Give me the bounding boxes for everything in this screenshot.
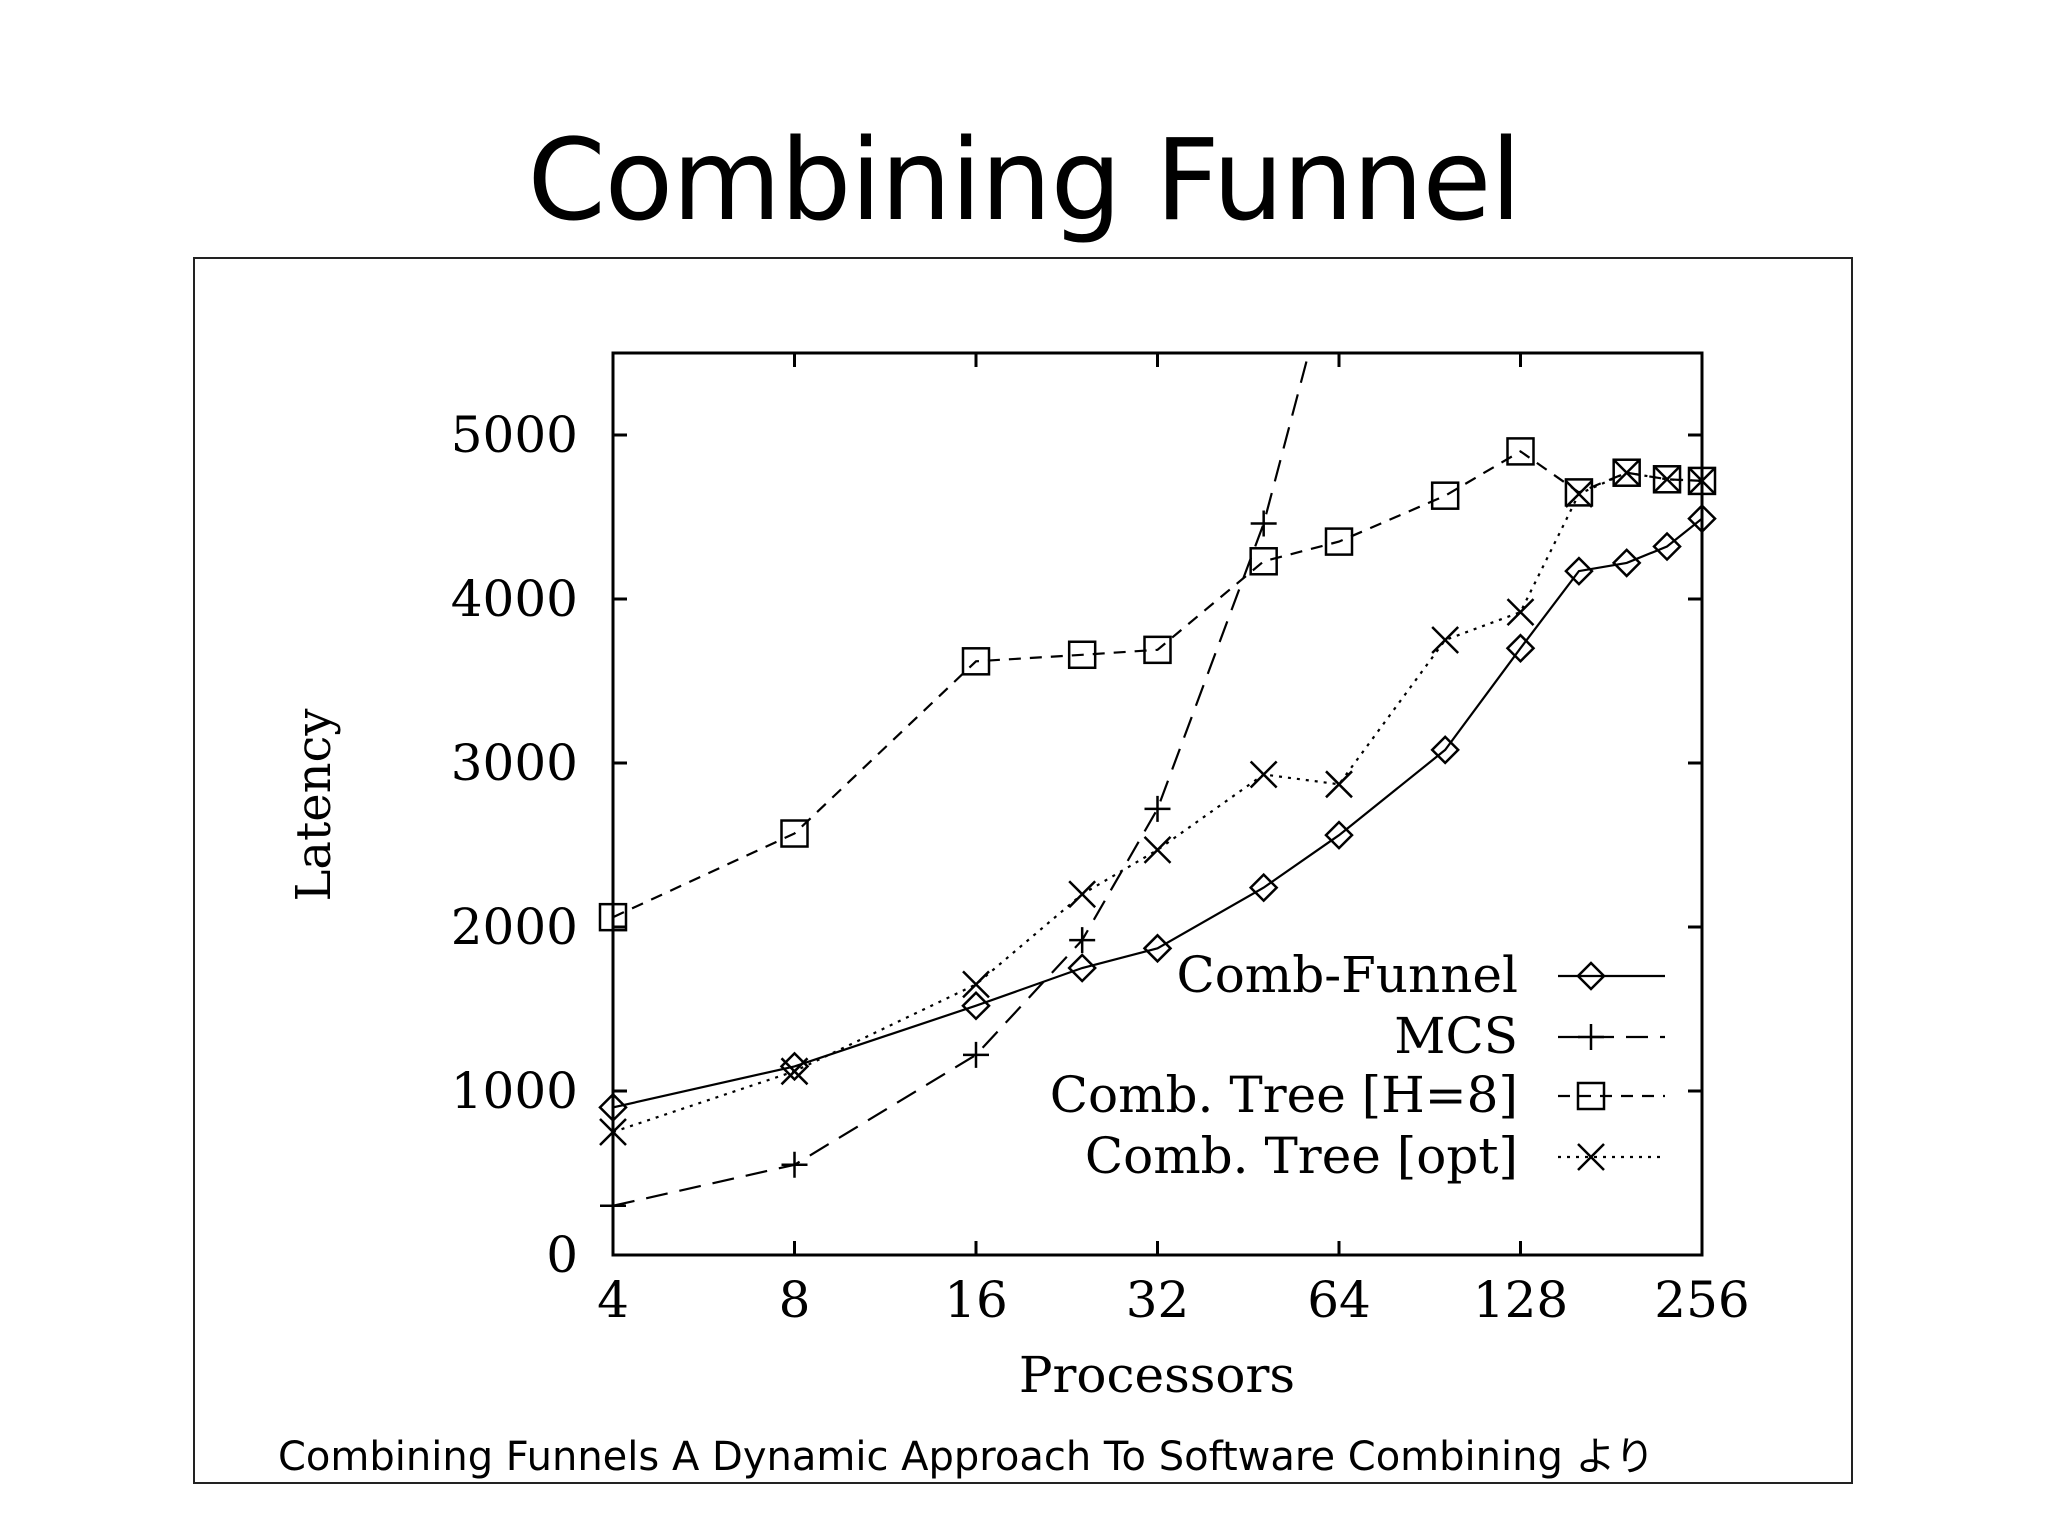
data-point xyxy=(1067,640,1097,670)
y-tick-label: 4000 xyxy=(451,570,578,628)
data-point xyxy=(1564,556,1594,586)
x-tick-label: 8 xyxy=(779,1271,811,1329)
data-point xyxy=(1324,527,1354,556)
data-point xyxy=(1143,635,1172,665)
x-tick-label: 128 xyxy=(1473,1271,1568,1329)
data-point xyxy=(1652,531,1682,562)
data-point xyxy=(600,1192,626,1219)
data-point xyxy=(1324,820,1354,850)
data-point xyxy=(1505,633,1536,663)
x-tick-label: 32 xyxy=(1126,1271,1190,1329)
data-point xyxy=(1612,458,1641,487)
series-layer xyxy=(598,353,1717,1219)
figure-frame xyxy=(193,257,1853,1484)
y-tick-label: 2000 xyxy=(451,898,578,956)
series-comb-tree-opt xyxy=(599,458,1716,1146)
x-tick-label: 256 xyxy=(1654,1271,1749,1329)
data-point xyxy=(1430,735,1460,765)
y-tick-label: 3000 xyxy=(451,734,578,792)
figure-caption: Combining Funnels A Dynamic Approach To … xyxy=(278,1434,1655,1480)
data-point xyxy=(1249,547,1278,576)
series-comb-funnel xyxy=(598,503,1717,1123)
data-point xyxy=(963,1041,989,1068)
data-point xyxy=(961,647,991,676)
data-point xyxy=(598,902,628,932)
data-point xyxy=(781,1151,808,1178)
y-tick-label: 5000 xyxy=(451,406,578,464)
x-axis-label: Processors xyxy=(1019,1346,1295,1404)
data-point xyxy=(961,990,991,1021)
legend-label: Comb-Funnel xyxy=(1176,946,1518,1004)
data-point xyxy=(1430,481,1460,510)
data-point xyxy=(1611,548,1642,578)
legend-marker xyxy=(1577,1143,1605,1171)
x-tick-label: 4 xyxy=(597,1271,629,1329)
data-point xyxy=(1248,872,1279,903)
y-axis-label: Latency xyxy=(286,708,342,901)
data-point xyxy=(598,1092,628,1123)
x-tick-label: 16 xyxy=(944,1271,1008,1329)
data-point xyxy=(1506,437,1535,466)
legend-marker xyxy=(1576,1081,1606,1111)
series-line xyxy=(613,517,1702,1109)
data-point xyxy=(1687,466,1717,496)
data-point xyxy=(599,1118,627,1146)
series-mcs xyxy=(600,353,1310,1219)
x-tick-label: 64 xyxy=(1307,1271,1371,1329)
data-point xyxy=(780,1057,809,1086)
data-point xyxy=(1325,770,1353,799)
legend-marker xyxy=(1578,1024,1604,1050)
legend-label: MCS xyxy=(1394,1007,1518,1065)
data-point xyxy=(780,819,809,848)
data-point xyxy=(1142,933,1173,964)
data-point xyxy=(1431,626,1460,654)
data-point xyxy=(1250,510,1277,537)
data-point xyxy=(1565,480,1593,508)
data-point xyxy=(1249,760,1278,789)
series-line xyxy=(613,450,1702,919)
data-point xyxy=(1506,598,1535,627)
axes: 0 1000 2000 3000 4000 5000 4 8 16 32 64 128 256 xyxy=(451,351,1750,1329)
data-point xyxy=(1069,927,1096,954)
data-point xyxy=(962,970,990,999)
slide-title: Combining Funnel xyxy=(527,116,1521,246)
data-point xyxy=(1143,836,1172,864)
y-tick-label: 0 xyxy=(546,1226,578,1284)
legend-label: Comb. Tree [opt] xyxy=(1085,1127,1518,1185)
legend-label: Comb. Tree [H=8] xyxy=(1050,1066,1518,1124)
y-tick-label: 1000 xyxy=(451,1062,578,1120)
data-point xyxy=(1652,465,1682,494)
data-point xyxy=(1612,458,1641,487)
data-point xyxy=(1653,465,1681,494)
data-point xyxy=(1067,953,1097,983)
data-point xyxy=(1068,880,1097,909)
data-point xyxy=(1564,478,1594,507)
data-point xyxy=(1687,503,1717,534)
series-comb-tree-h-8 xyxy=(598,437,1717,932)
data-point xyxy=(1688,467,1716,495)
legend-marker xyxy=(1576,961,1606,991)
data-point xyxy=(1144,795,1171,822)
